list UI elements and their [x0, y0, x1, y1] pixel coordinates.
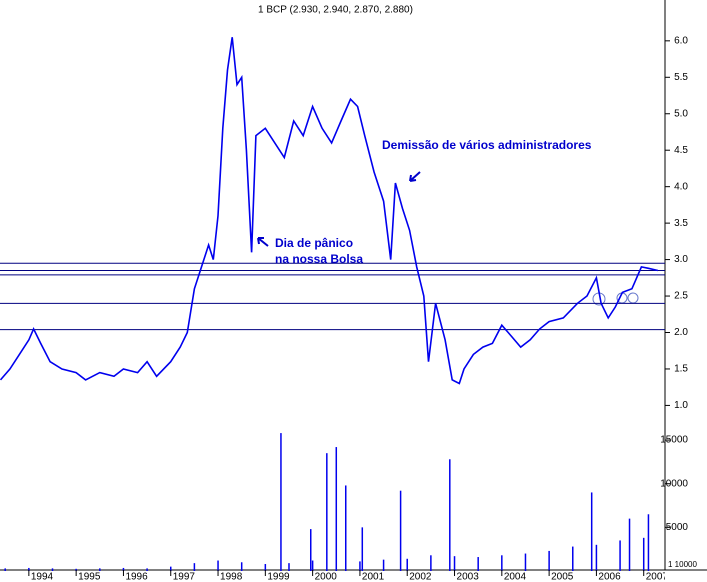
y-tick-label: 1.5: [674, 364, 688, 375]
volume-bar: [572, 546, 574, 571]
y-tick-label: 3.0: [674, 254, 688, 265]
x-tick-label: 2002: [409, 572, 432, 582]
x-tick-label: 2001: [362, 572, 385, 582]
x-tick-label: 2007: [646, 572, 669, 582]
annotation: Dia de pânico: [275, 236, 353, 250]
volume-bar: [524, 553, 527, 571]
volume-bar: [288, 563, 290, 571]
x-tick-label: 2003: [457, 572, 480, 582]
volume-bar: [647, 514, 650, 571]
volume-bar: [628, 518, 631, 571]
x-tick-label: 1995: [78, 572, 101, 582]
y-tick-label: 6.0: [674, 35, 688, 46]
volume-bar: [335, 447, 338, 571]
y-tick-label: 10000: [660, 478, 688, 489]
volume-bar: [217, 560, 219, 571]
annotation: Demissão de vários administradores: [382, 138, 592, 152]
arrow: [409, 171, 421, 182]
x-tick-label: 1996: [125, 572, 148, 582]
y-tick-label: 4.5: [674, 145, 688, 156]
volume-bar: [326, 453, 328, 571]
y-tick-label: 5000: [666, 522, 689, 533]
volume-bar: [75, 568, 77, 571]
x-tick-label: 2006: [598, 572, 621, 582]
volume-bar: [430, 555, 432, 571]
chart-title: 1 BCP (2.930, 2.940, 2.870, 2.880): [258, 5, 413, 16]
arrow: [257, 237, 269, 247]
volume-bar: [193, 563, 196, 571]
volume-bar: [280, 433, 282, 571]
y-tick-label: 3.5: [674, 218, 688, 229]
y-tick-label: 5.5: [674, 72, 688, 83]
volume-bar: [311, 560, 314, 571]
x-tick-label: 1994: [31, 572, 54, 582]
volume-bar: [619, 540, 621, 571]
x-tick-label: 1997: [173, 572, 196, 582]
volume-bar: [453, 556, 456, 571]
volume-bar: [477, 557, 479, 571]
x-tick-label: 2004: [504, 572, 527, 582]
x-tick-label: 1998: [220, 572, 243, 582]
volume-bar: [344, 485, 347, 571]
volume-bar: [595, 544, 598, 571]
volume-bar: [548, 550, 550, 571]
volume-bar: [590, 492, 593, 571]
volume-bar: [406, 558, 408, 571]
x-tick-label: 2000: [315, 572, 338, 582]
volume-bar: [28, 567, 30, 571]
volume-bar: [122, 567, 125, 571]
x-tick-label: 2005: [551, 572, 574, 582]
volume-bar: [642, 537, 645, 571]
volume-bar: [382, 559, 385, 571]
y-tick-label: 5.0: [674, 108, 688, 119]
volume-bar: [4, 568, 6, 571]
volume-bar: [99, 568, 101, 571]
volume-bar: [501, 555, 503, 571]
volume-bar: [51, 568, 54, 571]
plot-area: 1994 1995 1996 1997 1998 1999 2000 2001 2002 2003…: [0, 37, 669, 582]
volume-bar: [399, 490, 402, 571]
volume-bar: [309, 529, 312, 571]
y-tick-label: 2.0: [674, 327, 688, 338]
y-axis-label: 1 10000: [668, 560, 697, 569]
volume-bar: [146, 568, 148, 571]
y-tick-label: 2.5: [674, 291, 688, 302]
price-line: [0, 37, 659, 385]
volume-bar: [361, 527, 364, 571]
y-tick-label: 4.0: [674, 181, 688, 192]
x-tick-label: 1999: [267, 572, 290, 582]
volume-bar: [240, 562, 243, 571]
annotation: na nossa Bolsa: [275, 252, 363, 266]
volume-bar: [359, 561, 361, 571]
volume-bar: [449, 459, 451, 571]
y-tick-label: 1.0: [674, 400, 688, 411]
volume-bar: [264, 564, 267, 571]
y-tick-label: 15000: [660, 435, 688, 446]
volume-bar: [169, 566, 172, 571]
